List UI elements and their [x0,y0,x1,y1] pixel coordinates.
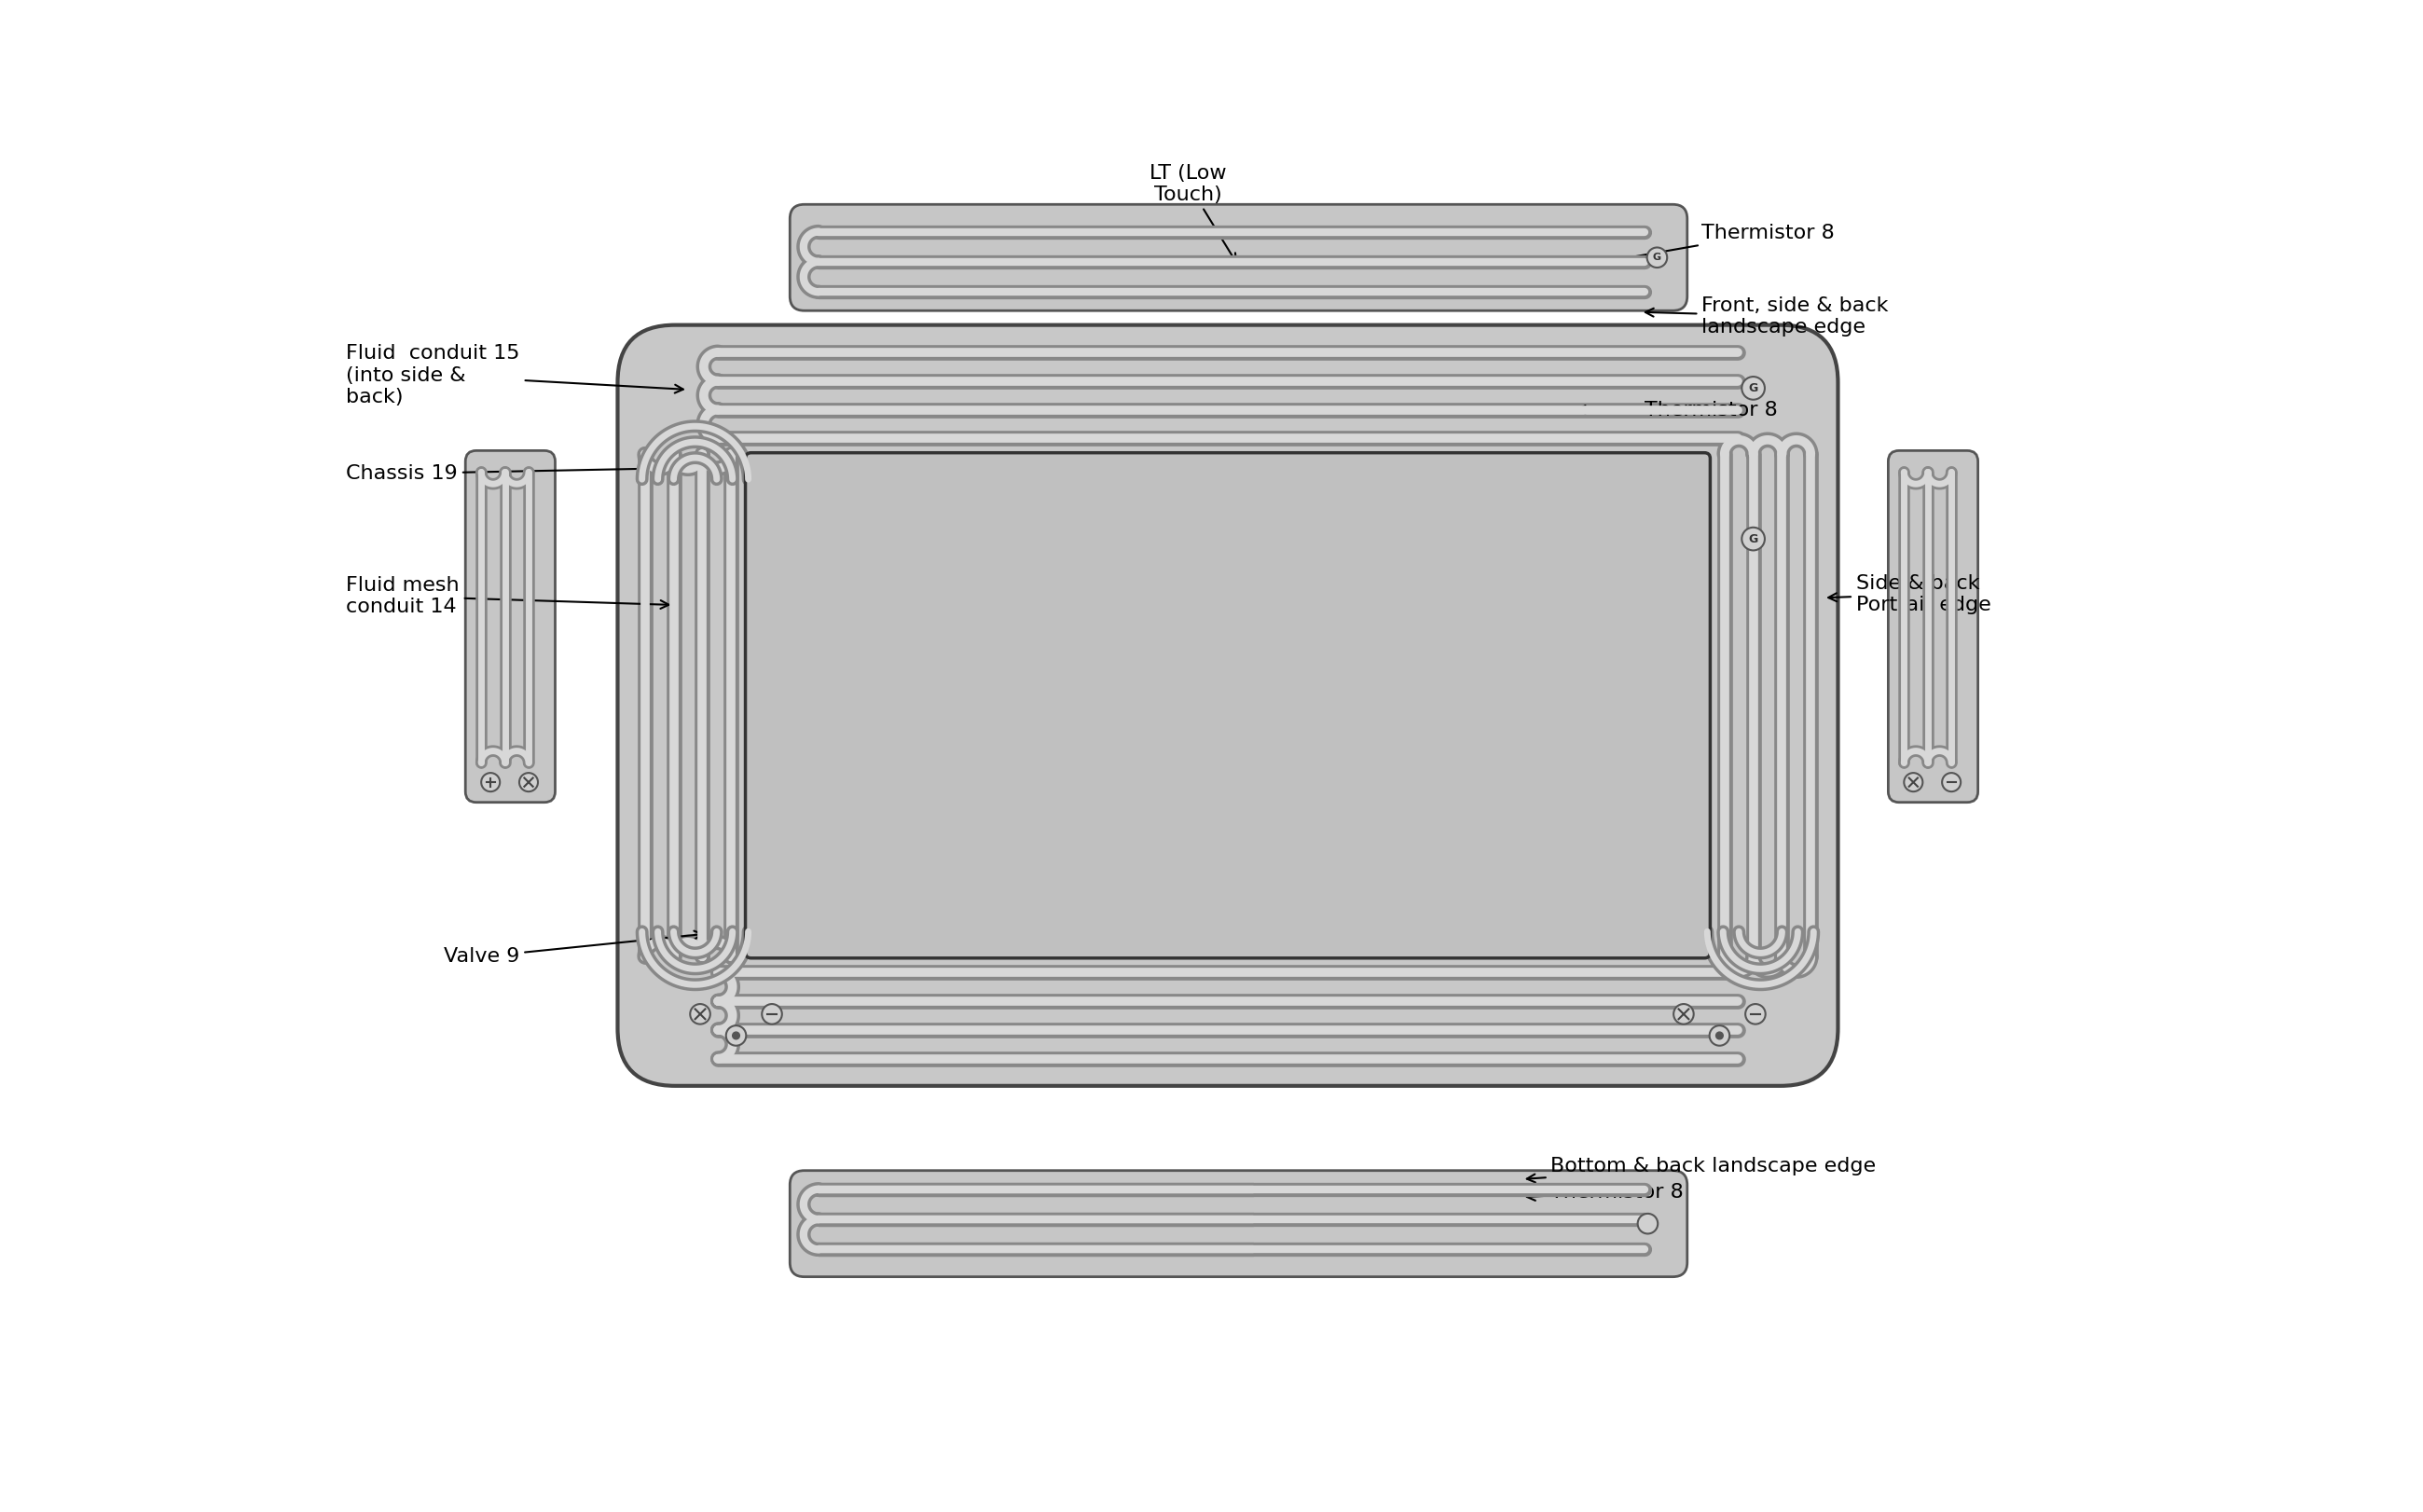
Text: Thermistor 8: Thermistor 8 [1597,224,1834,266]
Text: Thermistor 8: Thermistor 8 [1577,401,1776,419]
FancyBboxPatch shape [465,451,555,803]
FancyBboxPatch shape [790,1170,1686,1276]
Text: Side & back
Portrait edge: Side & back Portrait edge [1829,575,1992,614]
Text: Thermistor 8: Thermistor 8 [1526,1182,1684,1202]
Circle shape [1638,1214,1657,1234]
Text: G: G [1749,383,1759,395]
FancyBboxPatch shape [1888,451,1977,803]
Circle shape [1715,1033,1723,1039]
Circle shape [482,773,499,792]
Text: Fluid  conduit 15
(into side &
back): Fluid conduit 15 (into side & back) [346,345,683,407]
Text: Fluid mesh
conduit 14: Fluid mesh conduit 14 [346,576,669,617]
Text: G: G [1749,532,1759,544]
FancyBboxPatch shape [790,204,1686,310]
Text: Chassis 19: Chassis 19 [346,464,649,482]
Circle shape [727,1025,746,1046]
Circle shape [691,1004,710,1024]
Text: Valve 9: Valve 9 [443,931,703,966]
Circle shape [1745,1004,1766,1024]
Circle shape [732,1033,739,1039]
Circle shape [1674,1004,1694,1024]
Circle shape [1711,1025,1730,1046]
Text: Front, side & back
landscape edge: Front, side & back landscape edge [1645,296,1888,337]
Circle shape [1943,773,1960,792]
FancyBboxPatch shape [746,452,1711,959]
Circle shape [761,1004,783,1024]
Text: G: G [1652,253,1662,262]
Circle shape [1648,248,1667,268]
Circle shape [1742,528,1764,550]
FancyBboxPatch shape [618,325,1839,1086]
Circle shape [1904,773,1924,792]
Text: LT (Low
Touch): LT (Low Touch) [1151,165,1236,262]
Circle shape [519,773,538,792]
Text: Bottom & back landscape edge: Bottom & back landscape edge [1526,1157,1875,1182]
Circle shape [1742,376,1764,399]
